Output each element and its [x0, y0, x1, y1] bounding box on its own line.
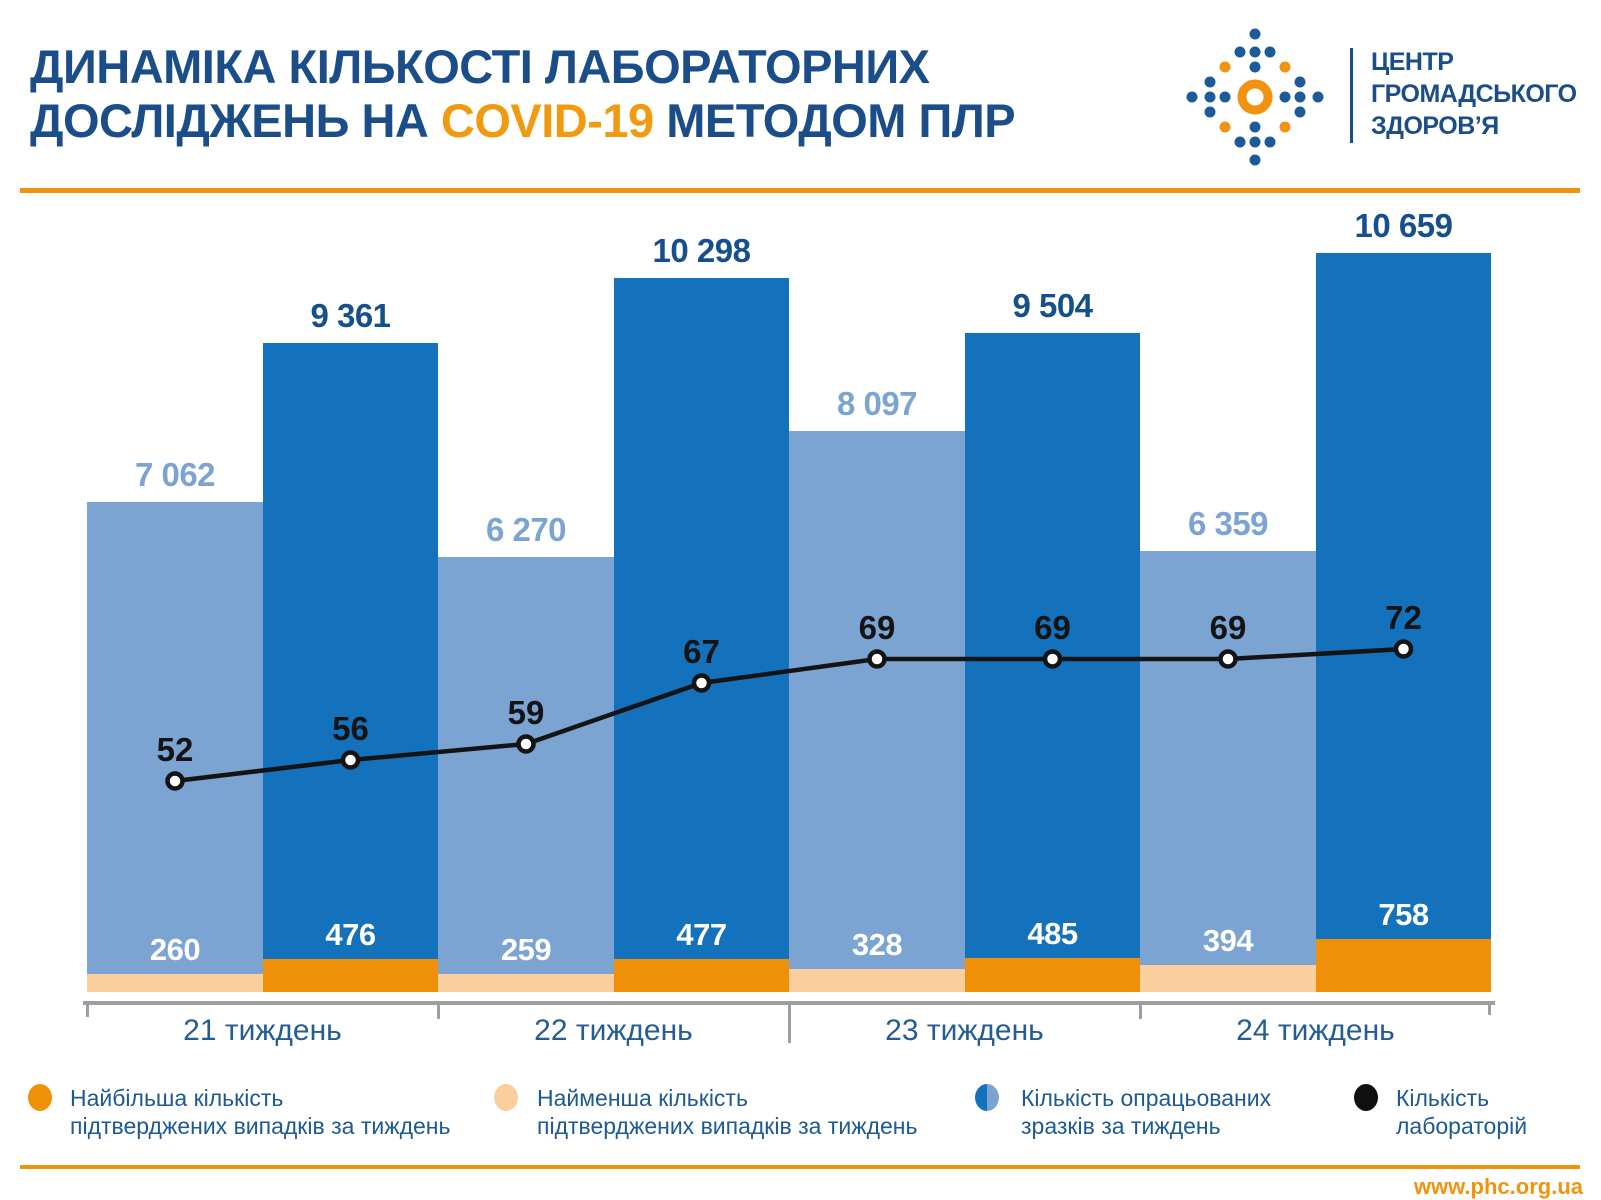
- bar-samples-5: [789, 431, 965, 992]
- max-cases-segment-4: [614, 959, 789, 992]
- legend-label-max-cases: Найбільша кількість підтверджених випадк…: [70, 1085, 451, 1139]
- bar-value-label-1: 7 062: [134, 456, 216, 493]
- logo-dot: [1249, 61, 1261, 73]
- x-axis-label-week-4: 24 тиждень: [1236, 1014, 1395, 1047]
- x-axis-tick-1: [86, 1001, 89, 1017]
- page-title: ДИНАМІКА КІЛЬКОСТІ ЛАБОРАТОРНИХ ДОСЛІДЖЕ…: [30, 40, 1016, 148]
- bar-value-label-3: 6 270: [485, 511, 567, 548]
- cases-value-label-2: 476: [325, 917, 376, 952]
- logo-dot: [1219, 91, 1231, 103]
- min-cases-segment-7: [1140, 965, 1316, 992]
- logo-dot: [1249, 154, 1261, 166]
- logo-text-line3: ЗДОРОВ’Я: [1371, 112, 1499, 140]
- bar-value-label-2: 9 361: [310, 297, 391, 334]
- cases-value-label-1: 260: [149, 932, 201, 967]
- footer-rule: [20, 1165, 1580, 1169]
- bar-value-label-7: 6 359: [1187, 505, 1269, 542]
- max-cases-segment-8: [1316, 939, 1491, 992]
- bar-samples-2: [263, 343, 438, 992]
- legend-label-min-cases: Найменша кількість підтверджених випадкі…: [537, 1085, 918, 1139]
- x-axis-tick-2: [437, 1001, 440, 1019]
- logo-dot: [1234, 136, 1246, 148]
- cases-value-label-3: 259: [500, 932, 552, 967]
- phc-logo-icon: [1186, 28, 1324, 166]
- title-line1: ДИНАМІКА КІЛЬКОСТІ ЛАБОРАТОРНИХ: [30, 40, 930, 93]
- x-axis-label-week-2: 22 тиждень: [534, 1014, 693, 1047]
- logo-dot: [1219, 121, 1231, 133]
- min-cases-segment-3: [438, 974, 614, 992]
- cases-value-label-4: 477: [676, 917, 727, 952]
- bar-samples-3: [438, 557, 614, 992]
- bar-samples-1: [87, 502, 263, 992]
- legend-marker-max-cases: [28, 1084, 52, 1111]
- logo-dot: [1204, 106, 1216, 118]
- logo-dot: [1294, 76, 1306, 88]
- logo-dot: [1294, 91, 1306, 103]
- logo-dot: [1249, 28, 1261, 40]
- bar-value-label-6: 9 504: [1012, 287, 1093, 324]
- bar-samples-8: [1316, 253, 1491, 992]
- logo-dot: [1186, 91, 1198, 103]
- bar-samples-6: [965, 333, 1140, 992]
- logo-dot: [1204, 76, 1216, 88]
- cases-value-label-6: 485: [1027, 916, 1078, 951]
- logo-dot: [1234, 46, 1246, 58]
- logo-dot: [1249, 136, 1261, 148]
- max-cases-segment-6: [965, 958, 1140, 992]
- logo-ring: [1237, 79, 1273, 115]
- x-axis-tick-5: [1488, 1001, 1491, 1015]
- legend-label-labs: Кількість лабораторій: [1396, 1085, 1528, 1139]
- max-cases-segment-2: [263, 959, 438, 992]
- logo-dot: [1264, 46, 1276, 58]
- title-line2-prefix: ДОСЛІДЖЕНЬ НА: [30, 94, 441, 147]
- cases-value-label-7: 394: [1202, 923, 1254, 958]
- logo-divider: [1350, 48, 1353, 143]
- logo-dot: [1279, 91, 1291, 103]
- phc-logo-text: ЦЕНТР ГРОМАДСЬКОГО ЗДОРОВ’Я: [1371, 46, 1577, 142]
- x-axis-label-week-3: 23 тиждень: [885, 1014, 1044, 1047]
- bar-samples-4: [614, 278, 789, 992]
- logo-dot: [1204, 91, 1216, 103]
- cases-value-label-8: 758: [1378, 897, 1429, 932]
- legend-marker-min-cases: [494, 1084, 518, 1111]
- x-axis-tick-3: [788, 1001, 791, 1043]
- logo-dot: [1219, 61, 1231, 73]
- logo-dot: [1249, 46, 1261, 58]
- logo-dot: [1279, 121, 1291, 133]
- site-url[interactable]: www.phc.org.ua: [1413, 1174, 1583, 1199]
- bar-value-label-4: 10 298: [652, 232, 751, 269]
- min-cases-segment-1: [87, 974, 263, 992]
- logo-dot: [1279, 61, 1291, 73]
- logo-text-line1: ЦЕНТР: [1371, 48, 1454, 76]
- x-axis-tick-4: [1139, 1001, 1142, 1019]
- bar-value-label-8: 10 659: [1354, 207, 1453, 244]
- logo-dot: [1312, 91, 1324, 103]
- min-cases-segment-5: [789, 969, 965, 992]
- x-axis-label-week-1: 21 тиждень: [183, 1014, 342, 1047]
- cases-value-label-5: 328: [851, 927, 903, 962]
- logo-dot: [1249, 121, 1261, 133]
- legend-label-samples: Кількість опрацьованих зразків за тижден…: [1021, 1085, 1272, 1139]
- legend-marker-labs: [1354, 1084, 1378, 1111]
- logo-dot: [1294, 106, 1306, 118]
- legend-marker-samples: [975, 1084, 999, 1111]
- logo-dot: [1264, 136, 1276, 148]
- title-covid-highlight: COVID-19: [440, 94, 654, 147]
- logo-text-line2: ГРОМАДСЬКОГО: [1371, 80, 1577, 108]
- bar-value-label-5: 8 097: [836, 385, 918, 422]
- header-rule: [20, 188, 1580, 193]
- title-line2-suffix: МЕТОДОМ ПЛР: [653, 94, 1016, 147]
